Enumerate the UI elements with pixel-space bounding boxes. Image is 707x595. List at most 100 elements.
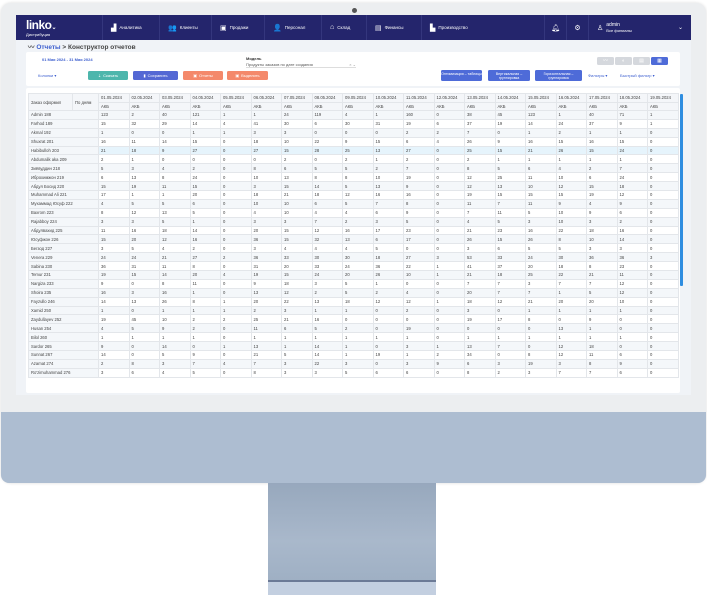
table-row[interactable]: Bilol 260 1 1 1 1 0 1 1 1 1 1 1 0 1 1 1 1 1 1 0 xyxy=(28,332,679,343)
user-menu[interactable]: ♙ admin Все филиалы ⌄ xyxy=(588,15,691,40)
date-header[interactable]: 07.05.2024 xyxy=(281,93,313,103)
table-row[interactable]: Venera 229 24 24 21 27 2 36 33 30 30 18 27 3 53 33 24 30… xyxy=(28,252,679,263)
nav-item-1[interactable]: 👥 Клиенты xyxy=(159,15,211,40)
table-row[interactable]: Rajabboy 224 3 3 5 1 0 3 3 7 2 3 5 0 4 5 3 10 3 2 0 xyxy=(28,216,679,227)
nav-item-3[interactable]: 👤 Персонал xyxy=(264,15,321,40)
table-row[interactable]: Azamat 274 2 8 3 7 4 7 3 22 3 0 3 9 6 3 19 3 8 9 0 xyxy=(28,358,679,369)
table-row[interactable]: Farhod 189 15 32 29 14 4 41 30 6 30 31 19 6 37 19 14 24 3… xyxy=(28,118,679,129)
table-cell: 13 xyxy=(311,296,343,307)
table-row[interactable]: Muhammad Ali 221 17 1 1 20 0 18 21 18 12 16 16 0 19 15… xyxy=(28,190,679,200)
date-header[interactable]: 01.05.2024 xyxy=(98,93,130,103)
table-row[interactable]: Sardor 265 9 0 14 0 1 13 1 14 1 0 3 1 13 7 0 12 18 0 0 xyxy=(28,341,679,352)
table-cell: 2 xyxy=(464,154,496,165)
columns-dropdown[interactable]: Колонки ▾ xyxy=(38,73,57,78)
nav-item-6[interactable]: ▙ Производство xyxy=(421,15,505,40)
pie-chart-view-button[interactable]: ◐ xyxy=(615,57,632,65)
date-header[interactable]: 13.05.2024 xyxy=(464,93,496,103)
table-cell: 36 xyxy=(372,261,404,272)
date-header[interactable]: 15.05.2024 xyxy=(525,93,557,103)
table-row[interactable]: Sabina 230 36 31 11 8 0 31 20 33 24 36 22 1 41 37 20 18 8… xyxy=(28,261,679,272)
table-row[interactable]: Мухаммад Юсуф 222 4 5 5 6 0 10 10 6 5 7 8 0 11 7 11 9 4 9 0 xyxy=(28,198,679,209)
model-select[interactable]: Продукты заказов по дате создания × ⌄ xyxy=(246,62,356,68)
date-header[interactable]: 10.05.2024 xyxy=(372,93,404,103)
table-row[interactable]: Ro'zimuhammad 276 3 6 4 5 0 8 3 3 5 6 6 0 8 2 3 7 7 6 0 xyxy=(28,367,679,378)
date-header[interactable]: 05.05.2024 xyxy=(220,93,252,103)
table-row[interactable]: Abdumalik aka 209 2 1 0 0 0 0 2 0 2 1 2 0 2 1 1 1 1 1 0 xyxy=(28,154,679,165)
table-cell: 9 xyxy=(98,341,130,352)
table-row[interactable]: Fayzullo 246 14 13 26 8 1 20 22 13 18 12 12 1 18 12 21 2… xyxy=(28,296,679,307)
date-header[interactable]: 08.05.2024 xyxy=(311,93,343,103)
table-row[interactable]: Абдул Босид 220 15 19 11 15 0 3 15 14 5 13 9 0 12 13 10… xyxy=(28,181,679,192)
table-row[interactable]: Zaydullayev 252 19 45 10 2 2 25 21 16 0 0 0 0 19 17 8 0 9… xyxy=(28,314,679,325)
highlight-button[interactable]: ▣ Выделить xyxy=(227,71,268,80)
table-cell: 12 xyxy=(616,190,648,200)
table-row[interactable]: Sunnat 267 14 0 5 9 0 21 5 14 1 19 1 2 34 0 8 12 11 6 0 xyxy=(28,350,679,360)
vertical-grouping-button[interactable]: Вертикальная – группировка xyxy=(488,70,530,81)
table-row[interactable]: Shuxrat 201 16 11 14 15 0 18 10 22 9 15 6 4 26 9 16 15 16… xyxy=(28,136,679,147)
table-cell: 3 xyxy=(525,278,557,289)
table-row[interactable]: Baxrom 223 8 12 13 5 0 4 10 4 4 6 9 0 7 11 5 10 9 6 0 xyxy=(28,207,679,218)
table-row[interactable]: Admin 188 123 2 40 121 1 1 24 119 4 1 160 0 38 45 123 1 4… xyxy=(28,110,679,120)
logo[interactable]: linko⌄ xyxy=(26,18,57,32)
table-row[interactable]: Husan 254 4 5 9 2 0 11 6 5 2 0 19 0 0 0 0 13 1 0 0 xyxy=(28,323,679,334)
table-row[interactable]: Юсуфжон 226 15 20 12 16 0 36 15 32 13 6 17 0 26 15 26 8 1… xyxy=(28,234,679,245)
horizontal-grouping-button[interactable]: Горизонтальная – группировка xyxy=(535,70,582,81)
line-chart-view-button[interactable]: 〰 xyxy=(597,57,614,65)
table-scrollbar[interactable] xyxy=(680,94,683,286)
save-button[interactable]: ▮ Сохранить xyxy=(133,71,178,80)
filters-dropdown[interactable]: Фильтры ▾ xyxy=(588,73,608,78)
date-header[interactable]: 14.05.2024 xyxy=(494,93,526,103)
notifications-button[interactable]: 🔔︎ xyxy=(544,15,566,40)
table-view-button[interactable]: ▦ xyxy=(651,57,668,65)
date-header[interactable]: 03.05.2024 xyxy=(159,93,191,103)
date-range-picker[interactable]: 01 Мая 2024 - 31 Мая 2024 xyxy=(42,57,93,62)
table-cell: 11 xyxy=(128,136,160,147)
date-header[interactable]: 09.05.2024 xyxy=(342,93,374,103)
table-row[interactable]: Xamid 250 1 0 1 1 1 2 3 1 1 0 2 0 3 0 1 1 1 1 0 xyxy=(28,305,679,316)
table-cell: 0 xyxy=(433,305,465,316)
table-cell: 19 xyxy=(403,323,435,334)
breadcrumb-reports-link[interactable]: Отчеты xyxy=(36,44,61,51)
optimize-table-button[interactable]: Оптимизация – таблицы xyxy=(441,70,482,81)
table-row[interactable]: Nargiza 233 9 0 8 11 0 9 18 3 5 1 0 0 7 7 3 7 7 12 0 xyxy=(28,278,679,289)
quick-filter-dropdown[interactable]: Быстрый фильтр ▾ xyxy=(620,73,655,78)
table-cell: 11 xyxy=(525,198,557,209)
table-cell: 4 xyxy=(555,163,587,174)
nav-item-4[interactable]: ⌂ Склад xyxy=(321,15,366,40)
table-cell: 20 xyxy=(128,234,160,245)
nav-item-0[interactable]: ▟ Аналитика xyxy=(102,15,159,40)
group-header[interactable]: По дням xyxy=(72,93,99,111)
table-cell: 5 xyxy=(98,163,130,174)
settings-button[interactable]: ⚙ xyxy=(566,15,588,40)
date-header[interactable]: 04.05.2024 xyxy=(189,93,221,103)
date-header[interactable]: 11.05.2024 xyxy=(403,93,435,103)
table-row[interactable]: Зиёвуддин 218 5 3 4 2 0 8 6 5 5 2 7 0 8 5 6 4 2 7 0 xyxy=(28,163,679,174)
table-row[interactable]: Иброхимжон 219 6 13 8 24 0 10 13 8 8 10 19 0 12 25 11 10… xyxy=(28,172,679,183)
nav-item-label: Клиенты xyxy=(179,25,198,30)
date-header[interactable]: 18.05.2024 xyxy=(616,93,648,103)
table-row[interactable]: Shoira 235 16 3 16 1 0 13 12 2 5 2 4 0 20 7 7 1 5 12 0 xyxy=(28,287,679,298)
reports-button[interactable]: ▣ Отчеты xyxy=(183,71,223,80)
date-header[interactable]: 16.05.2024 xyxy=(555,93,587,103)
row-header[interactable]: Заказ оформил xyxy=(28,93,73,111)
nav-item-5[interactable]: ▤ Финансы xyxy=(366,15,421,40)
download-button[interactable]: ⇣ Скачать xyxy=(88,71,128,80)
date-header[interactable]: 06.05.2024 xyxy=(250,93,282,103)
table-cell: 7 xyxy=(494,198,526,209)
table-row[interactable]: Temur 231 19 15 14 20 4 19 15 24 20 26 10 1 21 18 25 22 2… xyxy=(28,270,679,280)
nav-item-2[interactable]: ▣ Продажи xyxy=(211,15,264,40)
date-header[interactable]: 02.05.2024 xyxy=(128,93,160,103)
table-cell: 7 xyxy=(494,341,526,352)
table-row[interactable]: Бегзод 227 3 5 4 2 0 3 4 4 4 5 0 0 3 6 5 5 3 3 0 xyxy=(28,243,679,254)
table-row[interactable]: Абдулвахид 225 11 16 18 14 0 20 15 12 16 17 23 0 21 23… xyxy=(28,225,679,236)
table-cell: 20 xyxy=(464,287,496,298)
table-row[interactable]: Akmal 192 1 0 0 1 1 3 3 0 0 0 2 2 7 0 1 2 1 1 0 xyxy=(28,127,679,138)
date-header[interactable]: 19.05.2024 xyxy=(647,93,679,103)
table-cell: 8 xyxy=(311,172,343,183)
logo-chevron-icon[interactable]: ⌄ xyxy=(51,25,57,31)
bar-chart-view-button[interactable]: ▤ xyxy=(633,57,650,65)
table-row[interactable]: Habibulloh 203 21 18 9 27 0 27 15 28 25 13 27 0 25 15 2… xyxy=(28,145,679,156)
clear-chevron-icon[interactable]: × ⌄ xyxy=(349,62,356,67)
date-header[interactable]: 12.05.2024 xyxy=(433,93,465,103)
date-header[interactable]: 17.05.2024 xyxy=(586,93,618,103)
